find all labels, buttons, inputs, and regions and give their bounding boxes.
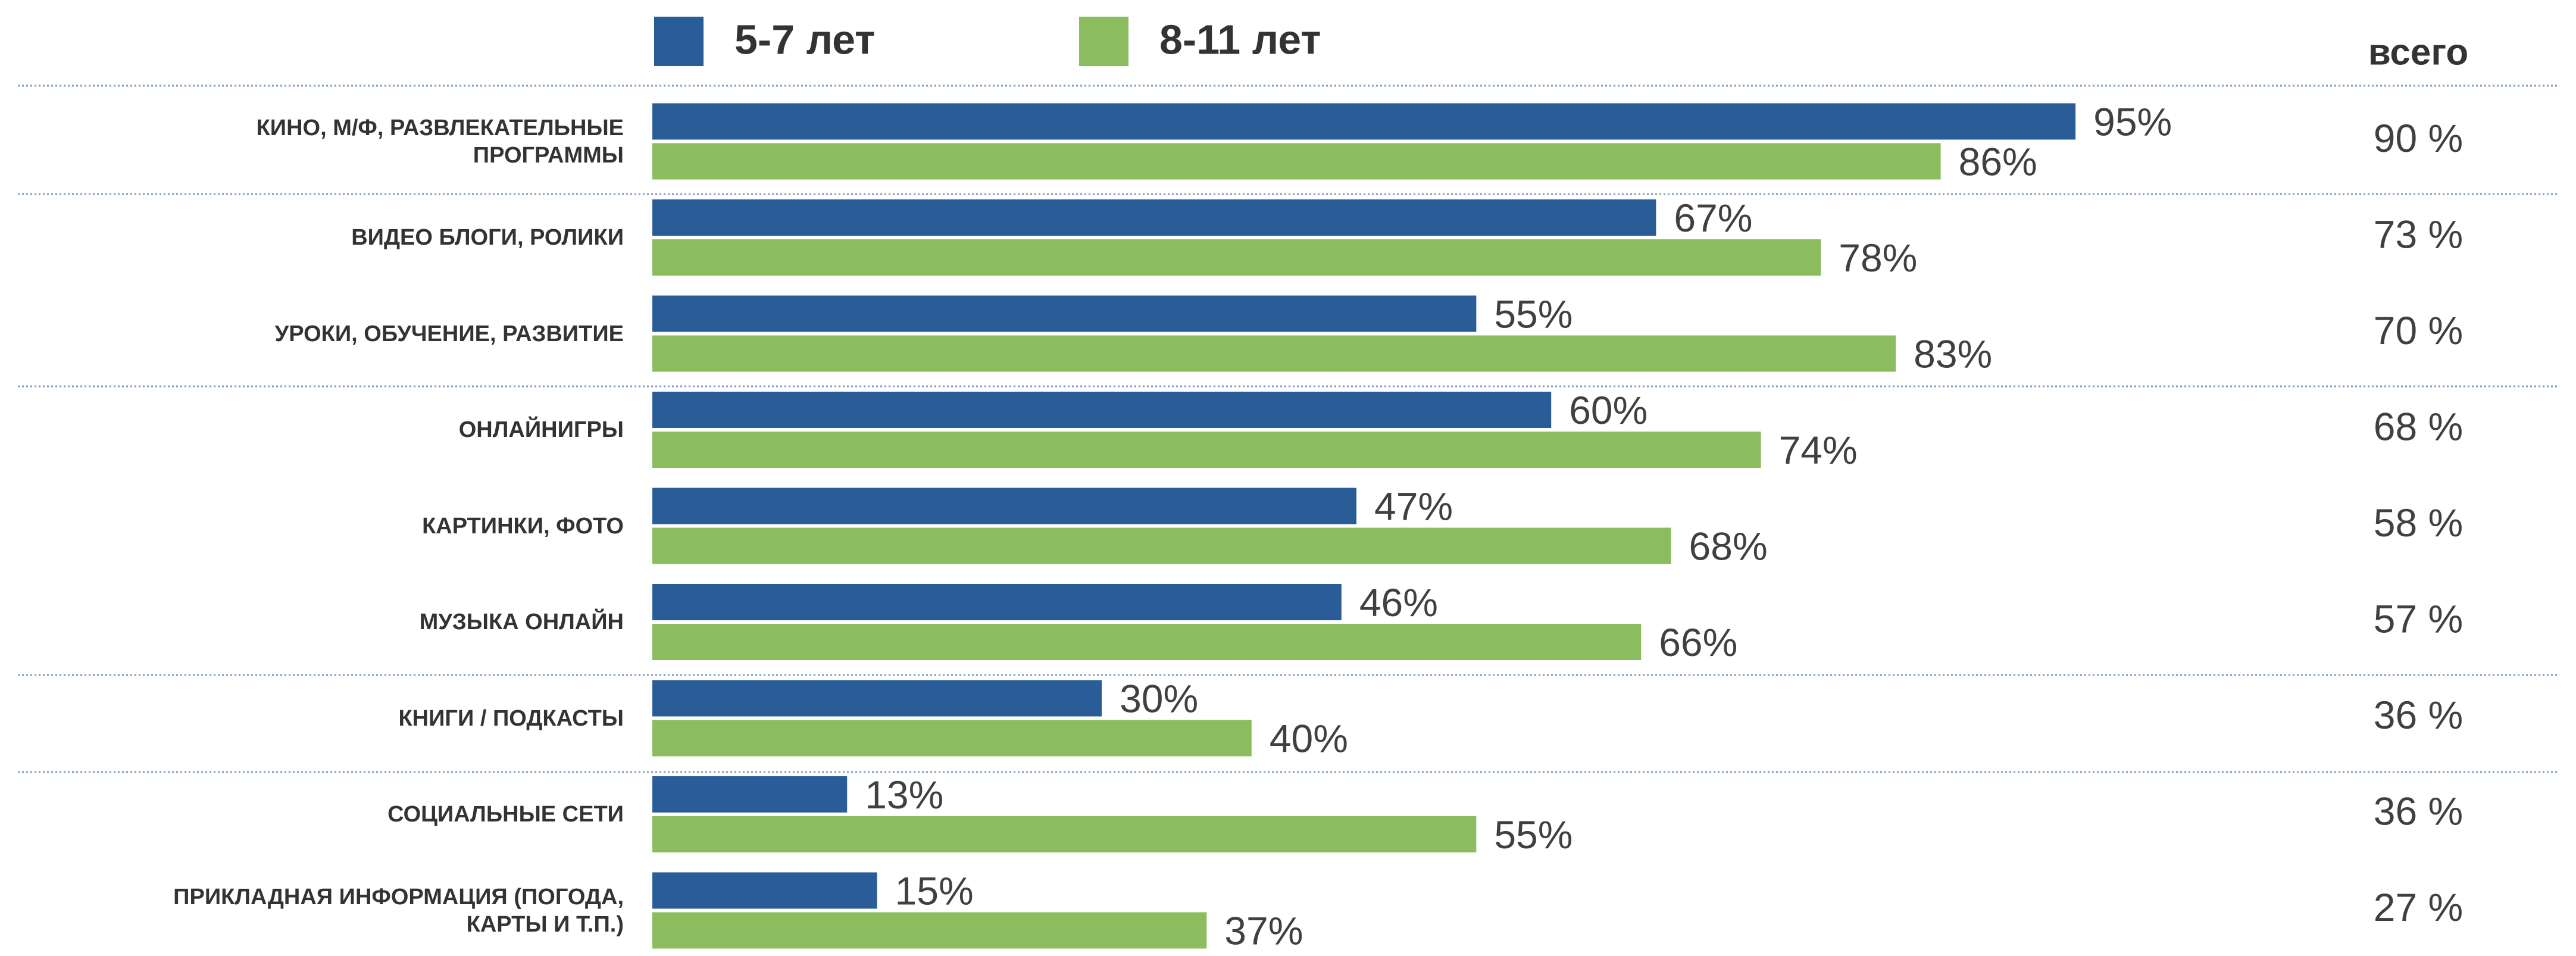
total-label: 58 % xyxy=(2374,501,2463,545)
bar xyxy=(652,432,1761,468)
bar xyxy=(652,488,1356,524)
bar xyxy=(652,872,877,909)
category-label: КНИГИ / ПОДКАСТЫ xyxy=(398,705,624,731)
totals-header: всего xyxy=(2368,32,2468,73)
legend-swatch xyxy=(1079,17,1128,66)
category-label: МУЗЫКА ОНЛАЙН xyxy=(419,610,624,635)
value-label: 67% xyxy=(1674,196,1752,240)
bar xyxy=(652,624,1642,660)
bar xyxy=(652,720,1252,757)
bar xyxy=(652,680,1102,717)
value-label: 15% xyxy=(895,868,974,913)
bar xyxy=(652,199,1656,236)
bar xyxy=(652,295,1477,332)
category-label: ВИДЕО БЛОГИ, РОЛИКИ xyxy=(351,225,624,250)
category-label: КИНО, М/Ф, РАЗВЛЕКАТЕЛЬНЫЕ ПРОГРАММЫ xyxy=(256,115,624,168)
legend-label: 8-11 лет xyxy=(1159,16,1321,63)
total-label: 90 % xyxy=(2374,116,2463,160)
bar xyxy=(652,335,1896,372)
bar xyxy=(652,584,1342,620)
total-label: 68 % xyxy=(2374,404,2463,448)
value-label: 74% xyxy=(1779,428,1858,472)
bar xyxy=(652,143,1941,180)
value-label: 30% xyxy=(1120,676,1198,720)
value-label: 66% xyxy=(1659,620,1737,664)
value-label: 95% xyxy=(2093,99,2172,143)
value-label: 60% xyxy=(1569,388,1647,432)
value-label: 55% xyxy=(1494,813,1573,857)
legend-swatch xyxy=(654,17,704,66)
category-label: ПРИКЛАДНАЯ ИНФОРМАЦИЯ (ПОГОДА, КАРТЫ И Т… xyxy=(173,884,624,937)
category-label: УРОКИ, ОБУЧЕНИЕ, РАЗВИТИЕ xyxy=(274,321,624,346)
value-label: 83% xyxy=(1914,332,1992,376)
value-label: 37% xyxy=(1224,908,1303,952)
total-label: 70 % xyxy=(2374,308,2463,352)
bar xyxy=(652,103,2076,140)
total-label: 27 % xyxy=(2374,885,2463,929)
value-label: 78% xyxy=(1839,236,1917,280)
bar xyxy=(652,239,1821,276)
total-label: 36 % xyxy=(2374,789,2463,833)
total-label: 57 % xyxy=(2374,596,2463,641)
value-label: 40% xyxy=(1270,716,1348,760)
value-label: 55% xyxy=(1494,292,1573,336)
bar xyxy=(652,392,1552,428)
value-label: 13% xyxy=(865,773,943,817)
bar xyxy=(652,776,848,813)
total-label: 36 % xyxy=(2374,693,2463,737)
bar xyxy=(652,527,1671,564)
total-label: 73 % xyxy=(2374,212,2463,256)
legend-label: 5-7 лет xyxy=(734,16,875,63)
value-label: 86% xyxy=(1959,139,2037,183)
bar xyxy=(652,816,1477,852)
value-label: 68% xyxy=(1689,524,1768,568)
bar xyxy=(652,912,1207,949)
value-label: 46% xyxy=(1359,580,1438,624)
value-label: 47% xyxy=(1374,484,1453,528)
category-label: ОНЛАЙНИГРЫ xyxy=(458,417,624,442)
category-label: СОЦИАЛЬНЫЕ СЕТИ xyxy=(387,802,624,827)
category-label: КАРТИНКИ, ФОТО xyxy=(422,513,624,539)
